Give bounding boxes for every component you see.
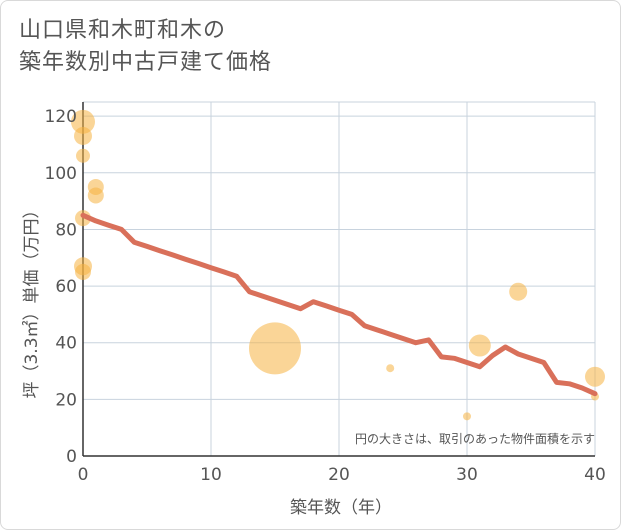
x-tick-label-30: 30 [456, 465, 478, 485]
chart-title-line-2: 築年数別中古戸建て価格 [19, 50, 273, 75]
y-tick-label-40: 40 [55, 334, 77, 354]
tick-labels: 0 10 20 30 40 0 20 40 60 80 100 120 [45, 107, 606, 485]
y-tick-label-20: 20 [55, 390, 77, 410]
grid-lines [83, 101, 596, 456]
scatter-point-8 [249, 322, 301, 375]
scatter-point-13 [585, 366, 605, 387]
scatter-point-5 [75, 210, 91, 227]
x-tick-label-10: 10 [200, 465, 222, 485]
chart-title-line-1: 山口県和木町和木の [19, 18, 227, 43]
scatter-point-9 [386, 364, 395, 373]
y-axis-title: 坪（3.3㎡）単価（万円） [22, 201, 42, 398]
size-legend-note: 円の大きさは、取引のあった物件面積を示す [355, 431, 595, 446]
y-tick-label-60: 60 [55, 277, 77, 297]
x-tick-label-40: 40 [584, 465, 606, 485]
y-tick-label-80: 80 [55, 220, 77, 240]
scatter-bubbles [71, 109, 605, 421]
chart-title: 山口県和木町和木の 築年数別中古戸建て価格 [19, 15, 272, 79]
scatter-point-12 [509, 282, 528, 301]
scatter-point-1 [74, 126, 92, 145]
trend-line-group [80, 212, 598, 397]
scatter-point-0 [71, 109, 95, 134]
y-tick-label-0: 0 [66, 447, 77, 467]
scatter-point-2 [76, 148, 90, 163]
y-tick-label-100: 100 [45, 164, 77, 184]
scatter-point-11 [468, 334, 491, 357]
scatter-point-10 [463, 412, 471, 421]
scatter-point-7 [75, 263, 91, 280]
scatter-point-4 [87, 187, 104, 204]
trend-line [80, 212, 598, 397]
x-tick-label-0: 0 [78, 465, 89, 485]
y-tick-label-120: 120 [45, 107, 77, 127]
x-tick-label-20: 20 [328, 465, 350, 485]
x-axis-title: 築年数（年） [290, 498, 392, 518]
